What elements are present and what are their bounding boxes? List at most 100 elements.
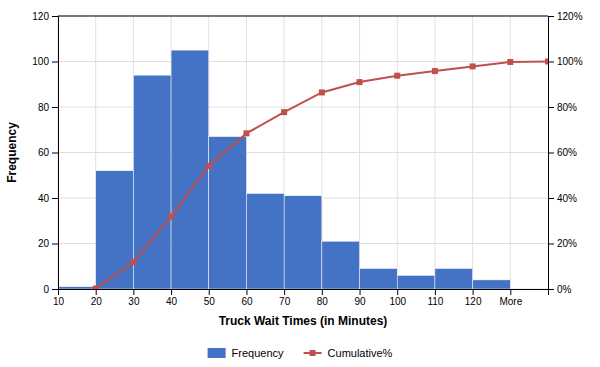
tick-label: 60 [38, 147, 50, 158]
marker [507, 59, 513, 65]
tick-mark [52, 107, 58, 108]
tick-mark [510, 289, 511, 295]
tick-mark [52, 244, 58, 245]
tick-mark [548, 244, 554, 245]
grid-line-y [58, 16, 548, 17]
tick-label: 0 [43, 284, 49, 295]
tick: 120 [32, 11, 58, 22]
tick: 20% [548, 238, 577, 249]
bar [284, 196, 322, 289]
tick-label: 30 [128, 296, 140, 307]
bar-series [58, 50, 510, 289]
tick: 40 [38, 193, 58, 204]
tick: More [499, 289, 522, 307]
tick: 120% [548, 11, 583, 22]
chart: 10 20 30 40 50 60 70 80 90 100 110 120 More 0 20 40 60 80… [0, 0, 600, 367]
tick-mark [435, 289, 436, 295]
bar [360, 269, 398, 289]
tick-label: 80 [317, 296, 329, 307]
tick-label: 60% [557, 147, 577, 158]
legend-swatch [208, 348, 226, 358]
tick-mark [52, 198, 58, 199]
tick: 50 [204, 289, 216, 307]
y2-axis: 0% 20% 40% 60% 80% 100% 120% [548, 11, 583, 295]
tick-label: 10 [53, 296, 65, 307]
tick-mark [548, 289, 554, 290]
tick: 10 [53, 289, 65, 307]
marker [394, 73, 400, 79]
tick-label: 40% [557, 193, 577, 204]
marker [319, 89, 325, 95]
tick-mark [284, 289, 285, 295]
tick-mark [171, 289, 172, 295]
tick-label: 100 [389, 296, 406, 307]
grid-line-y [58, 107, 548, 108]
tick: 20 [38, 238, 58, 249]
tick-mark [52, 62, 58, 63]
bar [246, 193, 284, 289]
tick: 100 [389, 289, 406, 307]
tick-label: 0% [557, 284, 572, 295]
legend-label: Cumulative% [328, 347, 393, 359]
bar [397, 275, 435, 289]
axis-line [549, 17, 555, 290]
tick-label: 40 [38, 193, 50, 204]
axis-line [52, 17, 59, 290]
grid-line-y [58, 152, 548, 153]
tick: 110 [427, 289, 443, 307]
bar [133, 75, 171, 289]
tick-label: 20 [38, 238, 50, 249]
tick-label: 120 [32, 11, 49, 22]
tick-label: 60 [241, 296, 253, 307]
tick-label: 70 [279, 296, 291, 307]
marker [470, 63, 476, 69]
tick: 40 [166, 289, 178, 307]
bar [96, 171, 134, 289]
tick-mark [473, 289, 474, 295]
tick: 20 [91, 289, 103, 307]
tick-label: 40 [166, 296, 178, 307]
tick-mark [397, 289, 398, 295]
tick-mark [322, 289, 323, 295]
axis-line [59, 290, 549, 296]
y-axis: 0 20 40 60 80 100 120 [32, 11, 58, 295]
legend: Frequency Cumulative% [208, 347, 393, 359]
tick: 40% [548, 193, 577, 204]
grid-line-x [510, 16, 511, 289]
marker [432, 68, 438, 74]
tick-mark [209, 289, 210, 295]
tick-label: 20 [91, 296, 103, 307]
x-axis: 10 20 30 40 50 60 70 80 90 100 110 120 More [53, 289, 549, 307]
tick: 60 [38, 147, 58, 158]
line [96, 62, 548, 289]
tick-label: 80% [557, 102, 577, 113]
marker [357, 79, 363, 85]
bar [58, 287, 96, 289]
marks [58, 50, 548, 289]
tick: 80 [38, 102, 58, 113]
x-axis-title: Truck Wait Times (in Minutes) [219, 314, 388, 328]
tick-mark [548, 198, 554, 199]
tick: 60% [548, 147, 577, 158]
bar [510, 289, 548, 290]
tick-label: 20% [557, 238, 577, 249]
tick-label: 100 [32, 56, 49, 67]
tick-mark [246, 289, 247, 295]
tick-mark [52, 16, 58, 17]
tick-mark [52, 289, 58, 290]
tick-mark [548, 62, 554, 63]
frame [58, 16, 548, 17]
marker [93, 286, 99, 289]
tick-label: 100% [557, 56, 583, 67]
plot: 10 20 30 40 50 60 70 80 90 100 110 120 More 0 20 40 60 80… [32, 11, 582, 307]
tick-mark [548, 16, 554, 17]
tick: 60 [241, 289, 253, 307]
tick: 70 [279, 289, 291, 307]
tick: 120 [465, 289, 482, 307]
tick-label: 90 [354, 296, 366, 307]
bar [322, 241, 360, 289]
tick-label: More [499, 296, 522, 307]
legend-label: Frequency [232, 347, 284, 359]
grid-line-x [434, 16, 435, 289]
marker [281, 109, 287, 115]
